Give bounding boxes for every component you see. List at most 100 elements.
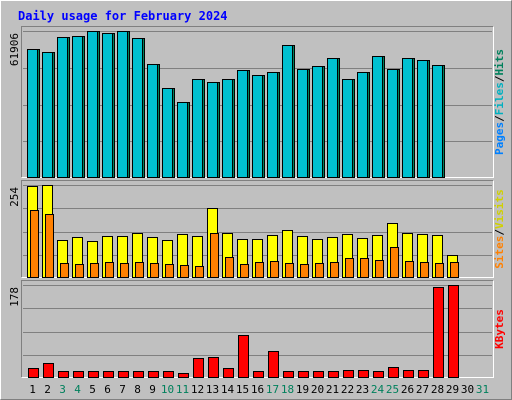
bar-kbytes <box>208 357 219 378</box>
bar-sites <box>75 264 84 278</box>
bar-files <box>222 79 233 178</box>
x-tick-label: 10 <box>161 383 174 396</box>
bar-sites <box>330 262 339 278</box>
bar-kbytes <box>373 371 384 378</box>
legend-hits: Hits <box>493 49 506 76</box>
bar-kbytes <box>343 370 354 378</box>
bar-files <box>207 82 218 178</box>
bar-files <box>432 65 443 178</box>
bar-sites <box>420 262 429 278</box>
legend-separator: / <box>493 115 506 122</box>
x-axis-labels: 1 2 3 4 5 6 7 8 9 10 11 12 13 14 15 16 17 18 19 20 21 22 23 24 2… <box>29 383 489 396</box>
x-tick-label: 4 <box>74 383 81 396</box>
bar-kbytes <box>403 370 414 378</box>
x-tick-label: 20 <box>311 383 324 396</box>
bar-files <box>267 72 278 178</box>
bar-kbytes <box>28 368 39 378</box>
x-tick-label: 18 <box>281 383 294 396</box>
panel-background <box>21 280 494 378</box>
panel-bottom: 178 <box>8 280 494 378</box>
panel-shadow <box>21 280 494 378</box>
bar-files <box>57 37 68 178</box>
x-tick-label: 6 <box>104 383 111 396</box>
x-tick-label: 5 <box>89 383 96 396</box>
bar-sites <box>435 263 444 278</box>
bar-files <box>102 33 113 178</box>
bar-kbytes <box>268 351 279 378</box>
x-tick-label: 11 <box>176 383 189 396</box>
bar-files <box>327 58 338 178</box>
x-tick-label: 21 <box>326 383 339 396</box>
bar-kbytes <box>73 371 84 378</box>
bar-kbytes <box>88 371 99 378</box>
bar-kbytes <box>313 371 324 378</box>
bar-sites <box>45 214 54 278</box>
bar-kbytes <box>193 358 204 378</box>
bar-sites <box>165 264 174 278</box>
bar-sites <box>90 263 99 278</box>
bar-kbytes <box>283 371 294 378</box>
chart-title: Daily usage for February 2024 <box>18 9 228 23</box>
bar-kbytes <box>448 285 459 378</box>
panel-max-label: 178 <box>8 287 21 307</box>
bar-sites <box>60 263 69 278</box>
bar-kbytes <box>133 371 144 378</box>
bar-files <box>312 66 323 178</box>
x-tick-label: 8 <box>134 383 141 396</box>
bar-kbytes <box>178 373 189 378</box>
bar-files <box>27 49 38 178</box>
bar-files <box>42 52 53 178</box>
x-tick-label: 24 <box>371 383 385 396</box>
x-tick-label: 1 <box>29 383 36 396</box>
legend-pages: Pages <box>493 122 506 155</box>
bar-kbytes <box>223 368 234 378</box>
bar-sites <box>405 261 414 278</box>
bar-sites <box>225 257 234 278</box>
bar-kbytes <box>433 287 444 378</box>
panel-top: 61906 <box>8 26 494 178</box>
bar-files <box>357 72 368 178</box>
bar-sites <box>300 264 309 278</box>
legend-kbytes: KBytes <box>493 309 506 349</box>
x-tick-label: 29 <box>446 383 459 396</box>
legend-files: Files <box>493 82 506 115</box>
panel-shadow <box>21 26 494 178</box>
bar-kbytes <box>298 371 309 378</box>
bar-files <box>402 58 413 178</box>
bar-files <box>342 79 353 178</box>
x-tick-label: 13 <box>206 383 219 396</box>
x-tick-label: 27 <box>416 383 429 396</box>
bar-kbytes <box>418 370 429 378</box>
x-tick-label: 7 <box>119 383 126 396</box>
bar-sites <box>210 233 219 278</box>
bar-kbytes <box>253 371 264 378</box>
bar-sites <box>270 261 279 278</box>
bar-files <box>117 31 128 178</box>
bar-kbytes <box>238 335 249 378</box>
bar-files <box>372 56 383 178</box>
bar-files <box>387 69 398 178</box>
x-tick-label: 28 <box>431 383 444 396</box>
x-tick-label: 26 <box>401 383 414 396</box>
bar-kbytes <box>103 371 114 378</box>
x-tick-label: 30 <box>461 383 474 396</box>
x-tick-label: 3 <box>59 383 66 396</box>
bar-sites <box>285 263 294 278</box>
bar-sites <box>375 260 384 278</box>
x-tick-label: 22 <box>341 383 354 396</box>
bar-files <box>297 69 308 178</box>
panel-max-label: 254 <box>8 187 21 207</box>
bar-sites <box>30 210 39 278</box>
bar-sites <box>105 262 114 278</box>
bar-kbytes <box>388 367 399 378</box>
bar-files <box>177 102 188 178</box>
bar-sites <box>255 262 264 278</box>
x-tick-label: 25 <box>386 383 399 396</box>
bar-files <box>252 75 263 178</box>
bar-sites <box>360 258 369 278</box>
bar-files <box>282 45 293 178</box>
bar-sites <box>150 263 159 278</box>
x-tick-label: 16 <box>251 383 264 396</box>
x-tick-label: 9 <box>149 383 156 396</box>
